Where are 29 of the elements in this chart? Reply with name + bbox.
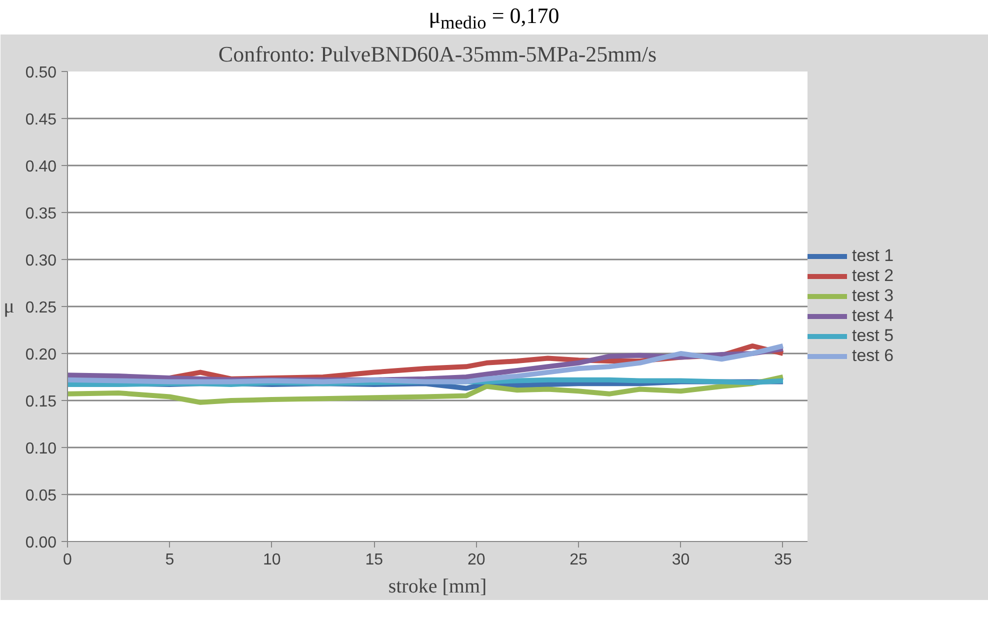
x-tick-label: 30 [672, 552, 690, 568]
x-tick-label: 10 [263, 552, 281, 568]
y-tick-label: 0.20 [25, 346, 57, 364]
legend-label: test 5 [852, 326, 894, 346]
y-tick-label: 0.10 [25, 440, 57, 458]
chart-subtitle: μ$_{medio}$ = 0,170 [428, 2, 560, 34]
x-tick-label: 0 [63, 552, 72, 568]
y-tick-label: 0.05 [25, 488, 57, 504]
legend-label: test 1 [852, 246, 894, 266]
y-tick-label: 0.25 [25, 300, 57, 316]
legend-label: test 4 [852, 306, 894, 326]
x-tick-label: 25 [570, 552, 588, 568]
y-tick-label: 0.45 [25, 112, 57, 128]
y-tick-label: 0.15 [25, 394, 57, 410]
x-tick-label: 15 [365, 552, 384, 568]
x-tick-label: 35 [774, 552, 792, 568]
legend-label: test 2 [852, 266, 894, 286]
legend-label: test 3 [852, 286, 894, 306]
y-axis-title: μ [4, 296, 14, 318]
x-tick-label: 5 [165, 552, 174, 568]
y-tick-label: 0.30 [25, 252, 57, 270]
y-tick-label: 0.50 [25, 64, 57, 82]
y-tick-label: 0.35 [25, 206, 57, 222]
chart-title: Confronto: PulveBND60A-35mm-5MPa-25mm/s [218, 42, 657, 66]
x-axis-title: stroke [mm] [388, 576, 487, 598]
y-tick-label: 0.00 [25, 534, 57, 552]
y-tick-label: 0.40 [25, 158, 57, 176]
x-tick-label: 20 [467, 552, 486, 568]
legend-label: test 6 [852, 346, 894, 366]
